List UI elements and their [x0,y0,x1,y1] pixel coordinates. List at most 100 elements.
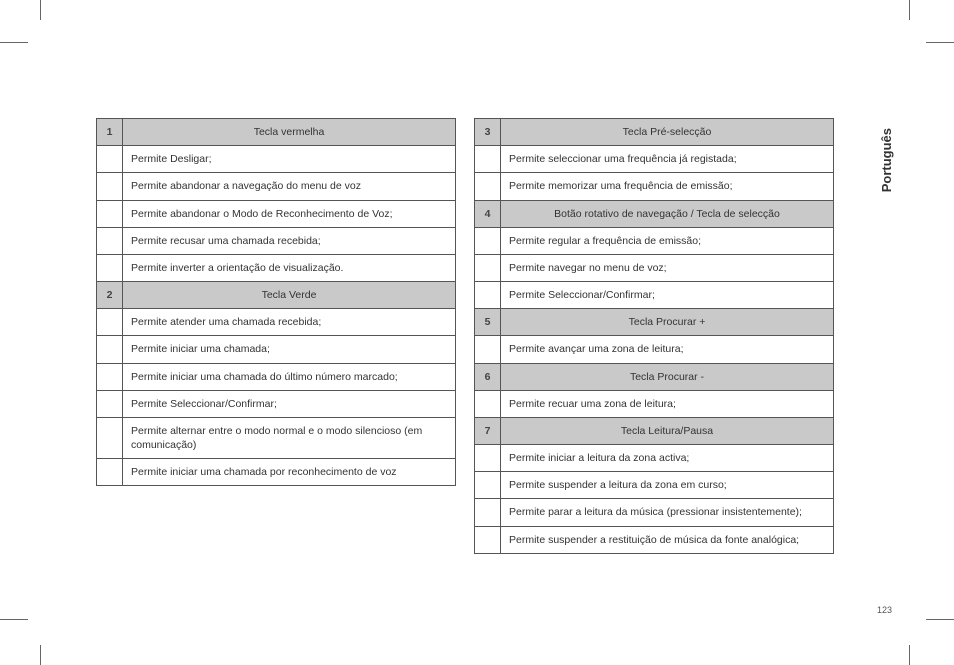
crop-mark [0,42,28,43]
crop-mark [926,42,954,43]
row-num-empty [97,200,123,227]
table-row: Permite alternar entre o modo normal e o… [97,417,456,458]
row-num-empty [475,336,501,363]
section-number: 1 [97,119,123,146]
row-text: Permite iniciar uma chamada; [123,336,456,363]
table-row: Permite Desligar; [97,146,456,173]
table-row: Permite iniciar uma chamada do último nú… [97,363,456,390]
row-text: Permite avançar uma zona de leitura; [501,336,834,363]
table-row: Permite navegar no menu de voz; [475,254,834,281]
row-num-empty [97,173,123,200]
row-text: Permite alternar entre o modo normal e o… [123,417,456,458]
section-title: Botão rotativo de navegação / Tecla de s… [501,200,834,227]
table-row: Permite iniciar a leitura da zona activa… [475,445,834,472]
row-num-empty [475,227,501,254]
table-row: Permite iniciar uma chamada por reconhec… [97,459,456,486]
row-num-empty [97,336,123,363]
row-text: Permite Seleccionar/Confirmar; [501,282,834,309]
table-section-header: 7 Tecla Leitura/Pausa [475,417,834,444]
table-row: Permite regular a frequência de emissão; [475,227,834,254]
table-row: Permite Seleccionar/Confirmar; [97,390,456,417]
crop-mark [40,0,41,20]
table-row: Permite abandonar o Modo de Reconhecimen… [97,200,456,227]
table-section-header: 3 Tecla Pré-selecção [475,119,834,146]
row-text: Permite abandonar a navegação do menu de… [123,173,456,200]
section-number: 6 [475,363,501,390]
page-number: 123 [877,605,892,615]
section-number: 3 [475,119,501,146]
table-row: Permite inverter a orientação de visuali… [97,254,456,281]
section-title: Tecla vermelha [123,119,456,146]
table-row: Permite seleccionar uma frequência já re… [475,146,834,173]
section-number: 4 [475,200,501,227]
row-text: Permite Desligar; [123,146,456,173]
left-table: 1 Tecla vermelha Permite Desligar; Permi… [96,118,456,486]
row-num-empty [475,472,501,499]
right-column: 3 Tecla Pré-selecção Permite seleccionar… [474,118,834,554]
row-text: Permite iniciar a leitura da zona activa… [501,445,834,472]
right-table: 3 Tecla Pré-selecção Permite seleccionar… [474,118,834,554]
table-row: Permite iniciar uma chamada; [97,336,456,363]
row-num-empty [97,254,123,281]
content-columns: 1 Tecla vermelha Permite Desligar; Permi… [96,118,834,554]
row-text: Permite suspender a restituição de músic… [501,526,834,553]
row-num-empty [475,499,501,526]
table-row: Permite abandonar a navegação do menu de… [97,173,456,200]
table-row: Permite atender uma chamada recebida; [97,309,456,336]
left-column: 1 Tecla vermelha Permite Desligar; Permi… [96,118,456,554]
row-text: Permite iniciar uma chamada por reconhec… [123,459,456,486]
row-num-empty [475,254,501,281]
row-text: Permite atender uma chamada recebida; [123,309,456,336]
row-num-empty [97,146,123,173]
page: Português 1 Tecla vermelha Permite Desli… [48,50,904,615]
table-section-header: 2 Tecla Verde [97,282,456,309]
section-title: Tecla Verde [123,282,456,309]
row-num-empty [475,445,501,472]
row-text: Permite Seleccionar/Confirmar; [123,390,456,417]
section-title: Tecla Procurar + [501,309,834,336]
table-section-header: 5 Tecla Procurar + [475,309,834,336]
table-row: Permite suspender a restituição de músic… [475,526,834,553]
row-num-empty [97,227,123,254]
row-num-empty [97,390,123,417]
row-num-empty [97,459,123,486]
row-text: Permite suspender a leitura da zona em c… [501,472,834,499]
row-text: Permite abandonar o Modo de Reconhecimen… [123,200,456,227]
section-title: Tecla Pré-selecção [501,119,834,146]
row-num-empty [475,173,501,200]
language-side-label: Português [879,128,894,192]
crop-mark [909,0,910,20]
row-text: Permite inverter a orientação de visuali… [123,254,456,281]
row-text: Permite iniciar uma chamada do último nú… [123,363,456,390]
table-section-header: 6 Tecla Procurar - [475,363,834,390]
row-text: Permite recusar uma chamada recebida; [123,227,456,254]
table-row: Permite Seleccionar/Confirmar; [475,282,834,309]
section-title: Tecla Procurar - [501,363,834,390]
row-num-empty [475,526,501,553]
row-num-empty [475,282,501,309]
row-text: Permite regular a frequência de emissão; [501,227,834,254]
section-number: 2 [97,282,123,309]
row-text: Permite recuar uma zona de leitura; [501,390,834,417]
section-title: Tecla Leitura/Pausa [501,417,834,444]
table-section-header: 4 Botão rotativo de navegação / Tecla de… [475,200,834,227]
row-text: Permite parar a leitura da música (press… [501,499,834,526]
row-num-empty [475,390,501,417]
row-num-empty [97,309,123,336]
crop-mark [40,645,41,665]
row-text: Permite navegar no menu de voz; [501,254,834,281]
table-row: Permite suspender a leitura da zona em c… [475,472,834,499]
table-row: Permite avançar uma zona de leitura; [475,336,834,363]
row-num-empty [97,417,123,458]
row-num-empty [475,146,501,173]
row-num-empty [97,363,123,390]
row-text: Permite memorizar uma frequência de emis… [501,173,834,200]
table-section-header: 1 Tecla vermelha [97,119,456,146]
row-text: Permite seleccionar uma frequência já re… [501,146,834,173]
table-row: Permite parar a leitura da música (press… [475,499,834,526]
crop-mark [926,619,954,620]
section-number: 5 [475,309,501,336]
table-row: Permite recusar uma chamada recebida; [97,227,456,254]
table-row: Permite recuar uma zona de leitura; [475,390,834,417]
section-number: 7 [475,417,501,444]
